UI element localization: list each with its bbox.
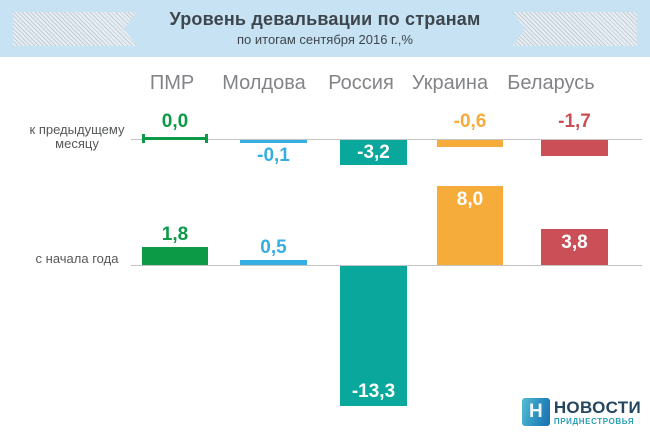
axis-line-since-year-start bbox=[131, 265, 642, 266]
logo-subtitle: ПРИДНЕСТРОВЬЯ bbox=[553, 416, 635, 426]
value-label-since-year-start-moldova: 0,5 bbox=[260, 237, 287, 258]
bar-vs-prev-month-russia bbox=[340, 140, 407, 165]
logo-text: НОВОСТИ ПРИДНЕСТРОВЬЯ bbox=[554, 399, 641, 426]
value-label-since-year-start-pmr: 1,8 bbox=[161, 224, 189, 245]
value-label-vs-prev-month-moldova: -0,1 bbox=[257, 145, 290, 166]
chart-title: Уровень девальвации по странам bbox=[169, 9, 481, 29]
column-header-belarus: Беларусь bbox=[507, 72, 595, 94]
chart-subtitle: по итогам сентября 2016 г.,% bbox=[237, 31, 413, 47]
bar-vs-prev-month-moldova bbox=[240, 140, 307, 143]
value-label-vs-prev-month-pmr: 0,0 bbox=[161, 111, 189, 132]
news-pridnestrovya-logo: Н НОВОСТИ ПРИДНЕСТРОВЬЯ bbox=[521, 398, 641, 426]
banner-text: Уровень девальвации по странам по итогам… bbox=[0, 9, 650, 47]
row-label-since-year-start: с начала года bbox=[35, 251, 119, 266]
column-header-pmr: ПМР bbox=[149, 72, 195, 94]
value-label-vs-prev-month-belarus: -1,7 bbox=[558, 111, 591, 132]
bar-since-year-start-ukraine bbox=[437, 186, 503, 265]
axis-line-vs-prev-month bbox=[131, 139, 642, 140]
ribbon-left-decoration bbox=[13, 12, 137, 46]
bar-vs-prev-month-belarus bbox=[541, 140, 608, 156]
bar-since-year-start-belarus bbox=[541, 229, 608, 265]
zero-marker-cap-left-pmr bbox=[142, 134, 145, 143]
value-label-vs-prev-month-ukraine: -0,6 bbox=[453, 111, 487, 132]
row-label-vs-prev-month: к предыдущему месяцу bbox=[29, 122, 125, 151]
column-header-russia: Россия bbox=[328, 72, 394, 94]
value-label-vs-prev-month-russia: -3,2 bbox=[357, 141, 390, 163]
bar-since-year-start-moldova bbox=[240, 260, 307, 265]
bar-since-year-start-russia bbox=[340, 266, 407, 406]
column-header-moldova: Молдова bbox=[222, 72, 306, 94]
zero-marker-cap-right-pmr bbox=[205, 134, 208, 143]
ribbon-right-decoration bbox=[512, 12, 637, 46]
bar-since-year-start-pmr bbox=[142, 247, 208, 265]
logo-name: НОВОСТИ bbox=[553, 397, 641, 417]
value-label-since-year-start-russia: -13,3 bbox=[351, 381, 396, 402]
logo-n-icon: Н bbox=[521, 398, 550, 426]
title-banner: Уровень девальвации по странам по итогам… bbox=[0, 0, 650, 57]
column-header-ukraine: Украина bbox=[411, 72, 489, 94]
logo-letter: Н bbox=[528, 401, 543, 422]
value-label-since-year-start-belarus: 3,8 bbox=[561, 232, 588, 253]
value-label-since-year-start-ukraine: 8,0 bbox=[456, 189, 484, 210]
bar-vs-prev-month-ukraine bbox=[437, 140, 503, 147]
zero-marker-pmr bbox=[142, 137, 208, 140]
